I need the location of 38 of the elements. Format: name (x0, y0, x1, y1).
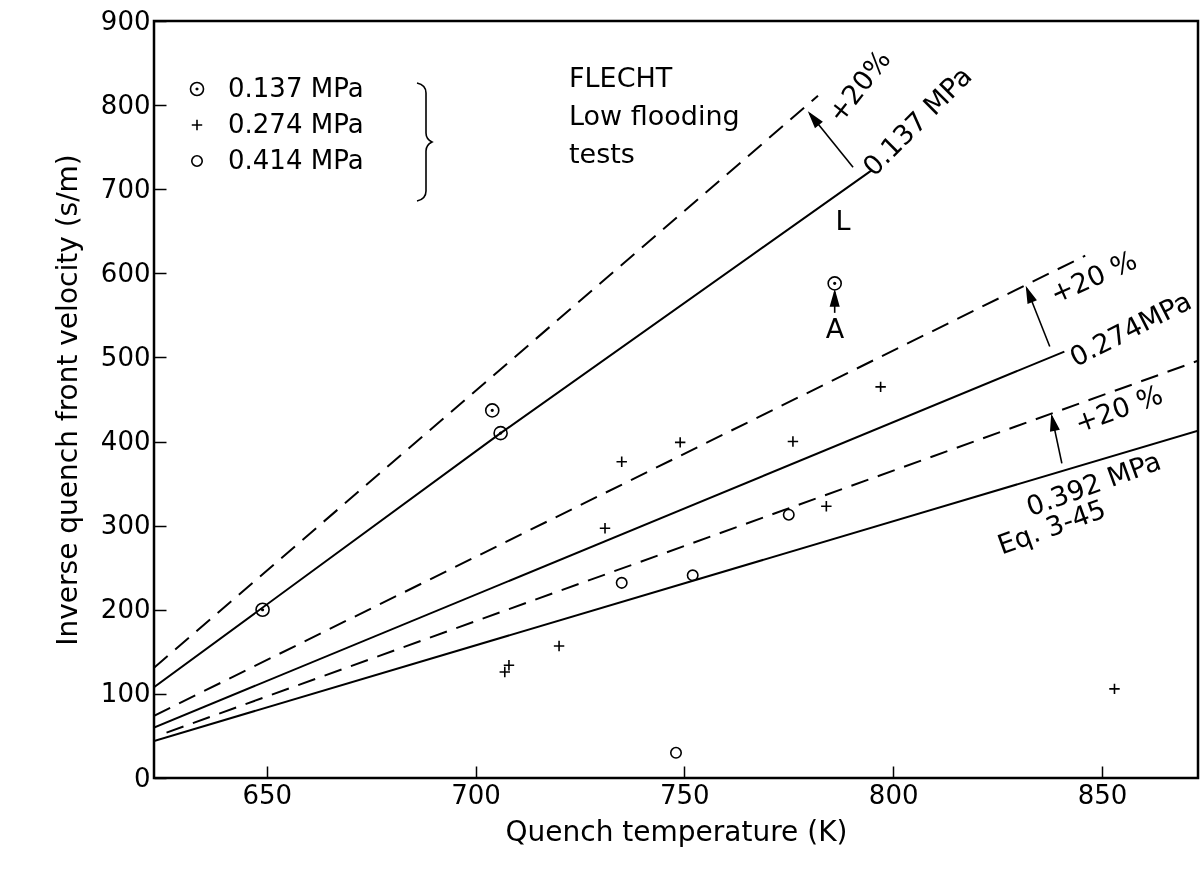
y-tick-label: 200 (100, 594, 151, 625)
annotation: +20 % (1070, 378, 1167, 439)
point (827, 276, 843, 291)
y-tick-label: 800 (100, 89, 151, 120)
point (484, 403, 500, 418)
y-axis-title: Inverse quench front velocity (s/m) (50, 154, 84, 646)
y-tick-label: 100 (100, 678, 151, 709)
x-tick-label: 850 (1077, 779, 1128, 810)
y-tick-label: 500 (100, 341, 151, 372)
x-tick-label: 800 (868, 779, 919, 810)
annotation: A (825, 313, 845, 344)
point (255, 602, 270, 618)
point (493, 425, 508, 441)
legend-label: 0.274 MPa (228, 109, 364, 139)
annotation: FLECHT Low flooding tests (569, 62, 740, 169)
annotation: L (835, 205, 851, 236)
y-tick-label: 600 (100, 257, 151, 288)
legend-label: 0.414 MPa (228, 145, 364, 175)
point (874, 380, 887, 393)
point (615, 576, 628, 589)
point (674, 436, 687, 449)
point (615, 455, 628, 468)
y-tick-label: 0 (133, 762, 151, 793)
x-axis-title: Quench temperature (K) (505, 814, 848, 848)
x-tick-label: 750 (660, 779, 710, 810)
point (1108, 682, 1121, 695)
point (786, 435, 799, 448)
point (686, 569, 699, 582)
point (669, 746, 683, 759)
y-tick-label: 300 (100, 510, 151, 541)
y-tick-label: 400 (100, 426, 151, 457)
point (782, 508, 795, 521)
x-tick-label: 650 (242, 779, 293, 810)
y-tick-label: 700 (100, 173, 151, 204)
legend-label: 0.137 MPa (228, 73, 364, 103)
y-tick-label: 900 (100, 5, 151, 36)
x-tick-label: 700 (451, 779, 501, 810)
point (820, 500, 833, 513)
